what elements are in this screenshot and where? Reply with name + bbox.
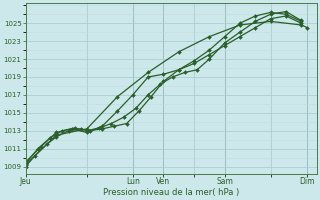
X-axis label: Pression niveau de la mer( hPa ): Pression niveau de la mer( hPa ) <box>103 188 239 197</box>
